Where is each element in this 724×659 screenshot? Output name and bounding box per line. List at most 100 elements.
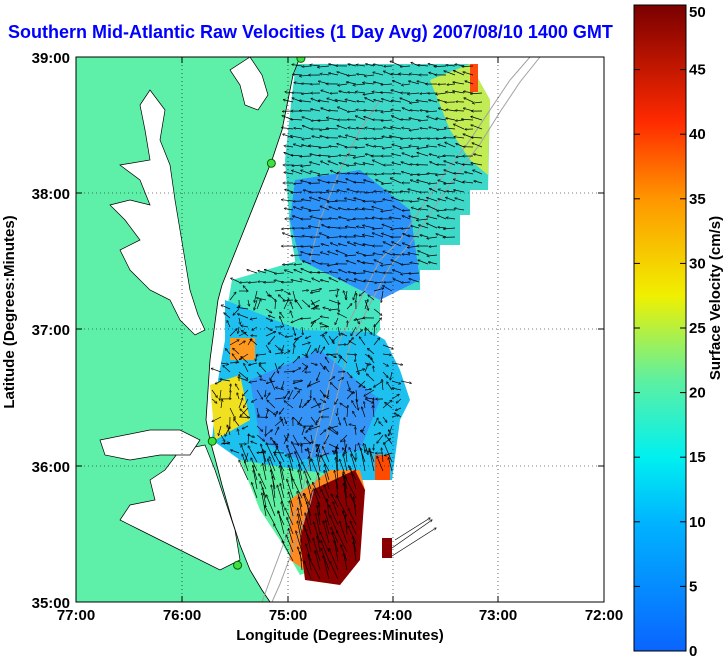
velocity-vector — [355, 92, 366, 93]
velocity-vector — [447, 191, 456, 192]
velocity-vector — [243, 286, 249, 292]
velocity-vector — [283, 416, 287, 424]
velocity-vector — [285, 508, 294, 526]
velocity-vector — [327, 499, 330, 517]
velocity-vector — [268, 316, 276, 319]
velocity-vector — [320, 252, 330, 256]
x-tick-label: 75:00 — [269, 607, 307, 624]
velocity-vector — [300, 398, 303, 408]
velocity-vector — [391, 90, 402, 94]
velocity-vector — [385, 435, 393, 445]
velocity-vector — [347, 189, 357, 193]
velocity-vector — [239, 282, 249, 283]
velocity-vector — [307, 502, 312, 526]
velocity-vector — [324, 470, 330, 490]
velocity-vector — [351, 326, 357, 336]
velocity-vector — [364, 364, 368, 373]
velocity-vector — [317, 344, 321, 353]
velocity-vector — [446, 65, 456, 66]
velocity-vector — [249, 381, 258, 382]
velocity-vector — [262, 493, 267, 517]
velocity-vector — [383, 242, 393, 247]
velocity-vector — [321, 548, 330, 571]
velocity-vector — [429, 100, 438, 103]
velocity-vector — [396, 398, 402, 403]
velocity-vector — [300, 552, 303, 571]
velocity-vector — [321, 541, 330, 562]
velocity-vector — [337, 190, 348, 193]
velocity-vector — [238, 314, 249, 319]
velocity-vector — [232, 354, 240, 364]
velocity-vector — [328, 227, 339, 228]
velocity-vector — [465, 81, 474, 85]
velocity-vector — [381, 209, 393, 212]
velocity-vector — [356, 128, 366, 129]
velocity-vector — [367, 374, 375, 382]
velocity-vector — [279, 333, 285, 337]
velocity-region-nj-red — [470, 64, 478, 92]
velocity-vector — [320, 280, 330, 283]
velocity-vector — [388, 430, 393, 436]
velocity-vector — [251, 336, 258, 337]
velocity-vector — [348, 64, 357, 67]
velocity-vector — [356, 389, 357, 402]
velocity-vector — [291, 136, 303, 139]
velocity-vector — [429, 189, 438, 193]
velocity-vector — [410, 110, 420, 111]
velocity-vector — [339, 270, 348, 274]
velocity-vector — [304, 561, 312, 580]
velocity-vector — [229, 362, 238, 363]
velocity-vector — [391, 260, 402, 265]
velocity-vector — [353, 411, 357, 418]
velocity-vector — [288, 389, 294, 400]
velocity-vector — [418, 174, 429, 175]
velocity-vector — [464, 98, 474, 103]
velocity-vector — [248, 282, 258, 283]
velocity-vector — [211, 368, 222, 373]
velocity-vector — [374, 260, 384, 265]
velocity-vector — [328, 290, 339, 291]
velocity-vector — [283, 264, 294, 265]
velocity-vector — [400, 380, 411, 383]
velocity-vector — [354, 273, 366, 274]
velocity-vector — [283, 299, 289, 310]
velocity-vector — [400, 66, 411, 67]
x-tick-label: 77:00 — [57, 607, 95, 624]
velocity-vector — [365, 98, 375, 103]
velocity-vector — [427, 236, 438, 239]
velocity-vector — [240, 407, 249, 416]
velocity-vector — [363, 163, 375, 166]
velocity-vector — [311, 290, 321, 293]
velocity-vector — [385, 402, 393, 409]
grid-lines — [76, 57, 604, 602]
velocity-vector — [393, 254, 402, 255]
velocity-vector — [373, 72, 384, 76]
velocity-vector — [280, 312, 285, 319]
velocity-vector — [337, 531, 348, 553]
velocity-vector — [355, 330, 362, 337]
velocity-vector — [328, 389, 330, 397]
velocity-vector — [470, 93, 483, 94]
velocity-vector — [283, 290, 290, 294]
velocity-vector — [418, 260, 429, 265]
velocity-vector — [320, 532, 330, 553]
radar-station-marker — [266, 158, 276, 168]
velocity-vector — [391, 520, 432, 549]
velocity-vector — [365, 138, 375, 139]
velocity-vector — [328, 251, 339, 256]
velocity-vector — [263, 449, 267, 472]
velocity-vector — [326, 128, 339, 129]
velocity-vector — [373, 288, 384, 292]
velocity-vector — [282, 380, 285, 389]
velocity-vector — [373, 253, 384, 256]
velocity-vector — [346, 261, 357, 265]
velocity-vector — [285, 336, 294, 337]
velocity-vector — [312, 261, 321, 265]
velocity-vector — [381, 263, 393, 266]
velocity-vector — [212, 416, 222, 422]
albemarle-sound — [99, 429, 201, 461]
velocity-vector — [374, 191, 384, 192]
velocity-vector — [373, 433, 381, 436]
velocity-vector — [411, 207, 420, 211]
